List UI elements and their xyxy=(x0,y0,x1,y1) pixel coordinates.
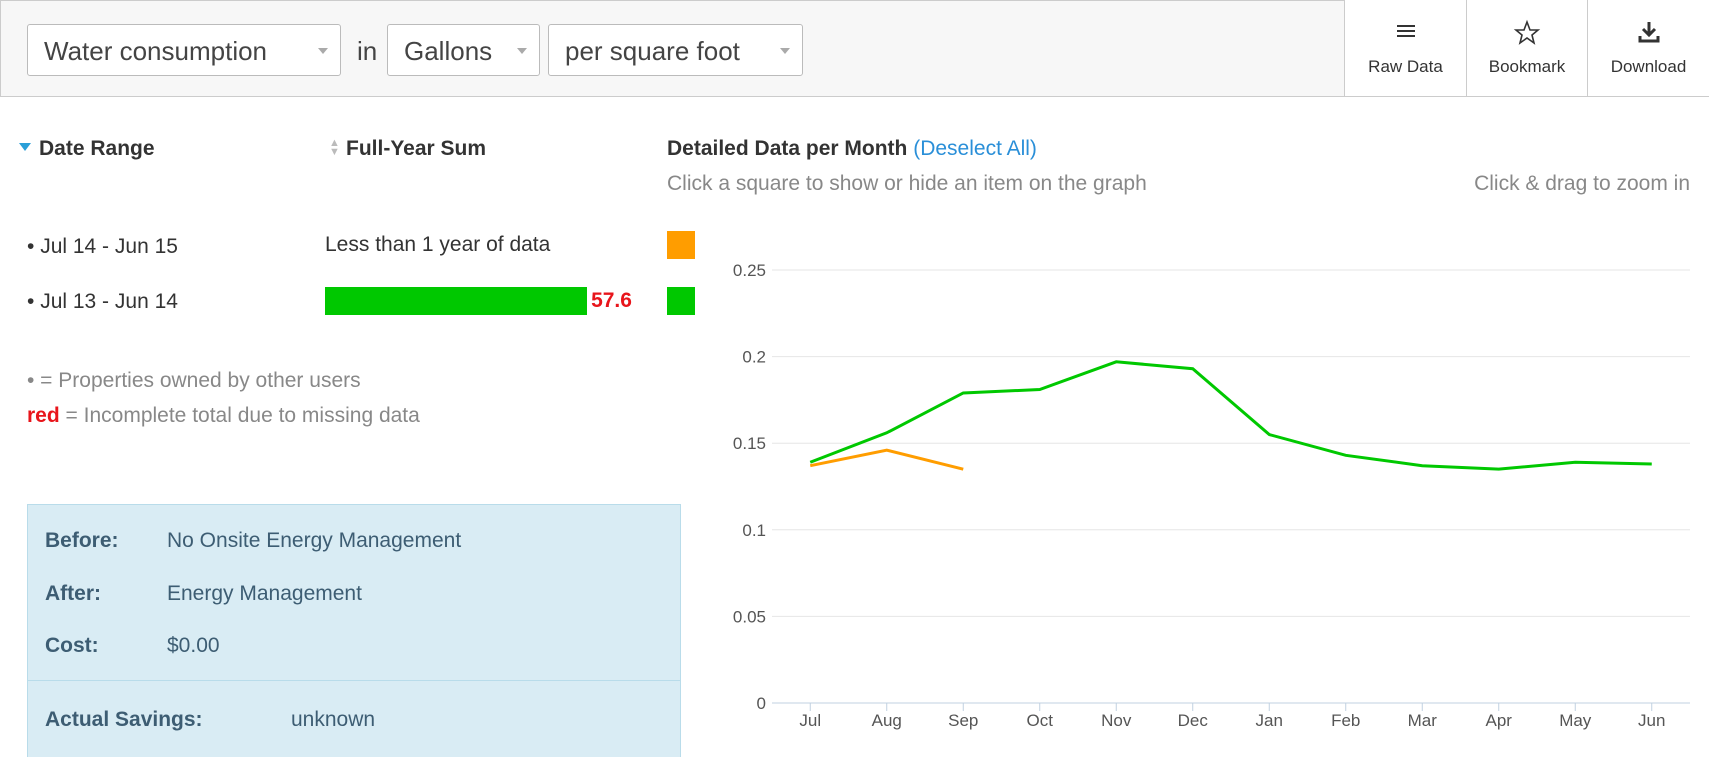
raw-data-button[interactable]: Raw Data xyxy=(1344,0,1466,96)
row-label[interactable]: • Jul 13 - Jun 14 xyxy=(27,290,178,313)
y-tick-label: 0.2 xyxy=(742,348,766,367)
date-range-header[interactable]: Date Range xyxy=(39,137,155,160)
deselect-all[interactable]: (Deselect All) xyxy=(913,137,1037,160)
note-text: = Incomplete total due to missing data xyxy=(65,404,420,427)
icon xyxy=(1397,25,1415,37)
y-tick-label: 0.15 xyxy=(733,434,766,453)
label: Bookmark xyxy=(1488,57,1566,76)
y-tick-label: 0.05 xyxy=(733,607,766,626)
zoom-hint: Click & drag to zoom in xyxy=(1474,172,1690,195)
series-line xyxy=(809,360,1652,471)
x-tick-label: Jan xyxy=(1256,711,1283,730)
x-tick-label: Feb xyxy=(1331,711,1360,730)
sort-icon: ▲ ▼ xyxy=(329,137,340,158)
row-label[interactable]: • Jul 14 - Jun 15 xyxy=(27,235,178,258)
separator xyxy=(28,680,680,681)
x-tick-label: Jun xyxy=(1638,711,1665,730)
sort-icon xyxy=(19,143,31,157)
icon xyxy=(1638,22,1660,43)
note-red: red = Incomplete total due to missing da… xyxy=(27,404,420,428)
subtitle: Click a square to show or hide an item o… xyxy=(667,172,1147,195)
value: No Onsite Energy Management xyxy=(167,529,462,552)
label: Download xyxy=(1610,57,1687,76)
sum-text: Less than 1 year of data xyxy=(325,233,551,256)
bookmark-button[interactable]: Bookmark xyxy=(1466,0,1587,96)
x-tick-label: Apr xyxy=(1486,711,1513,730)
series-toggle[interactable] xyxy=(667,287,695,315)
label: Cost: xyxy=(45,634,99,657)
x-tick-label: Sep xyxy=(948,711,978,730)
value: Energy Management xyxy=(167,582,362,605)
normalization-select[interactable]: per square foot xyxy=(548,24,803,76)
value: unknown xyxy=(291,708,376,731)
x-tick-label: Aug xyxy=(872,711,902,730)
series-line xyxy=(809,448,964,471)
red-word: red xyxy=(27,404,60,427)
y-tick-label: 0 xyxy=(757,694,766,713)
series-name: Jul 13 - Jun 14 xyxy=(40,290,178,313)
label: After: xyxy=(45,582,101,605)
x-tick-label: Dec xyxy=(1178,711,1209,730)
y-tick-label: 0.25 xyxy=(733,261,766,280)
icon xyxy=(1513,19,1541,45)
metric-select[interactable]: Water consumption xyxy=(27,24,341,76)
note-dot: • = Properties owned by other users xyxy=(27,369,361,392)
project-box: Before: No Onsite Energy Management Afte… xyxy=(27,504,681,757)
x-tick-label: Oct xyxy=(1027,711,1054,730)
x-tick-label: Jul xyxy=(799,711,821,730)
x-tick-label: Mar xyxy=(1408,711,1438,730)
sum-bar xyxy=(325,287,588,315)
y-tick-label: 0.1 xyxy=(742,521,766,540)
label: Raw Data xyxy=(1368,57,1443,76)
label: Before: xyxy=(45,529,119,552)
download-button[interactable]: Download xyxy=(1587,0,1709,96)
unit-select[interactable]: Gallons xyxy=(387,24,540,76)
sum-label: 57.6 xyxy=(591,289,632,312)
series-name: Jul 14 - Jun 15 xyxy=(40,235,178,258)
sum-header[interactable]: Full-Year Sum xyxy=(346,137,487,160)
value: $0.00 xyxy=(167,634,220,657)
series-toggle[interactable] xyxy=(667,231,695,259)
title: Detailed Data per Month xyxy=(667,137,908,160)
x-tick-label: May xyxy=(1559,711,1592,730)
x-tick-label: Nov xyxy=(1101,711,1132,730)
chart-title: Detailed Data per Month (Deselect All) xyxy=(667,137,1037,161)
label: Actual Savings: xyxy=(45,708,203,731)
connector: in xyxy=(357,36,378,66)
